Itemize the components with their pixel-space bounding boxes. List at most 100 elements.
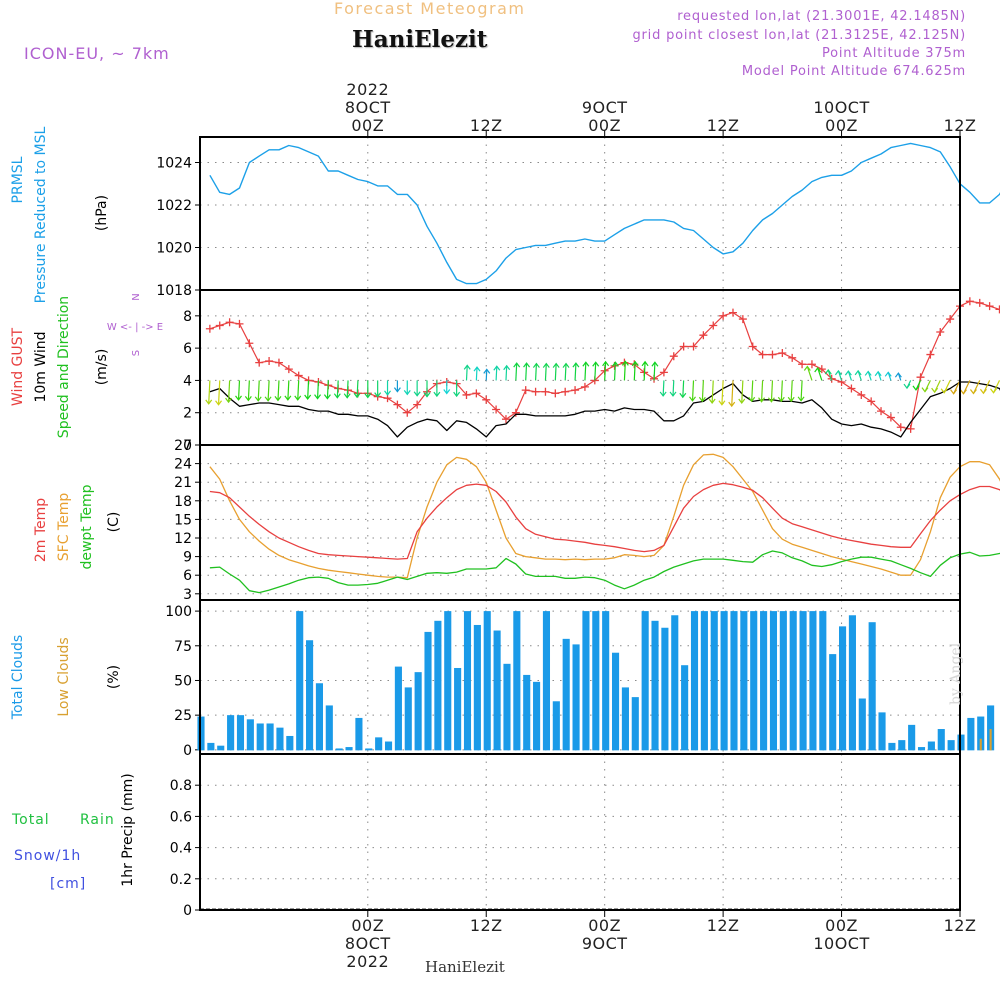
total-cloud-bar xyxy=(750,611,758,751)
wind-arrow xyxy=(515,363,518,381)
wind-arrowhead xyxy=(718,400,726,406)
gust-point xyxy=(501,415,510,424)
gust-point xyxy=(778,348,787,357)
wind-arrowhead xyxy=(611,361,619,367)
wind-arrow xyxy=(662,380,665,396)
total-cloud-bar xyxy=(631,697,639,751)
time-label-bottom: 12Z xyxy=(707,916,740,935)
total-cloud-bar xyxy=(878,712,886,751)
wind-arrow xyxy=(346,380,349,398)
gust-point xyxy=(235,319,244,328)
wind-arrow xyxy=(701,380,704,402)
wind-arrowhead xyxy=(523,362,531,368)
wind-arrow xyxy=(475,367,478,381)
gust-point xyxy=(571,386,580,395)
wind-arrowhead xyxy=(921,387,929,393)
wind-arrow xyxy=(790,380,793,402)
wind-arrowhead xyxy=(542,362,550,368)
total-cloud-bar xyxy=(799,611,807,751)
gust-point xyxy=(748,342,757,351)
wind-arrow xyxy=(643,361,646,381)
gust-point xyxy=(413,400,422,409)
wind-arrowhead xyxy=(738,398,746,405)
wind-arrow xyxy=(721,380,724,405)
wind-arrowhead xyxy=(777,396,785,403)
wind-arrowhead xyxy=(602,360,610,367)
wind-arrowhead xyxy=(708,398,716,405)
gust-point xyxy=(541,387,550,396)
y-tick-label: 25 xyxy=(174,708,192,724)
total-cloud-bar xyxy=(246,719,254,751)
total-cloud-bar xyxy=(937,729,945,751)
total-cloud-bar xyxy=(365,748,373,751)
gust-point xyxy=(738,315,747,324)
gust-point xyxy=(965,297,974,306)
total-cloud-bar xyxy=(987,705,995,751)
wind-arrowhead xyxy=(814,366,822,373)
gust-point xyxy=(511,408,520,417)
total-cloud-bar xyxy=(681,665,689,751)
time-label-bottom: 9OCT xyxy=(582,934,628,953)
wind-arrowhead xyxy=(453,391,461,398)
wind-arrow xyxy=(731,380,734,407)
wind-arrow xyxy=(217,380,221,405)
wind-arrowhead xyxy=(274,395,282,402)
total-cloud-bar xyxy=(562,638,570,751)
total-cloud-bar xyxy=(552,701,560,751)
gust-point xyxy=(403,408,412,417)
y-tick-label: 0.6 xyxy=(170,809,192,825)
wind-arrow xyxy=(356,380,359,398)
gust-point xyxy=(936,327,945,336)
wind-arrow xyxy=(297,380,300,400)
wind-arrow xyxy=(465,365,468,381)
total-cloud-bar xyxy=(611,652,620,751)
wind-arrowhead xyxy=(669,391,677,397)
total-cloud-bar xyxy=(769,611,778,751)
gust-point xyxy=(679,342,688,351)
wind-arrowhead xyxy=(323,394,331,400)
sfc-temp-line xyxy=(209,453,1000,579)
dewpt-label: dewpt Temp xyxy=(79,484,95,569)
gust-point xyxy=(462,390,471,399)
wind-panel: 0 2 4 6 8 xyxy=(0,0,1000,454)
gust-point xyxy=(492,405,501,414)
wind-arrowhead xyxy=(562,362,570,368)
total-cloud-bar xyxy=(947,740,955,751)
gust-point xyxy=(719,311,728,320)
wind-arrowhead xyxy=(433,391,441,398)
rain-label: Rain xyxy=(80,812,115,828)
grid-point-location: grid point closest lon,lat (21.3125E, 42… xyxy=(632,28,966,43)
gust-point xyxy=(946,315,955,324)
total-cloud-bar xyxy=(720,611,728,751)
total-cloud-bar xyxy=(690,611,699,751)
total-cloud-bar xyxy=(829,654,837,751)
wind-arrowhead xyxy=(235,395,243,401)
y-tick-label: 0 xyxy=(183,903,192,919)
y-tick-label: 1018 xyxy=(156,283,192,299)
wind-arrowhead xyxy=(950,389,958,395)
total-cloud-bar xyxy=(592,611,600,751)
wind-arrow xyxy=(800,380,803,401)
total-rain-label: Total xyxy=(11,812,50,828)
y-tick-label: 24 xyxy=(174,457,192,473)
wind-dir-label: Speed and Direction xyxy=(56,296,72,438)
total-cloud-bar xyxy=(394,666,402,751)
time-label-bottom: 2022 xyxy=(346,952,389,971)
model-point-altitude: Model Point Altitude 674.625m xyxy=(741,64,966,79)
wind-arrowhead xyxy=(314,394,322,400)
time-label-bottom: 00Z xyxy=(825,916,858,935)
wind-arrowhead xyxy=(503,364,511,371)
total-cloud-bar xyxy=(760,611,768,751)
wind-arrow xyxy=(574,363,577,381)
gust-point xyxy=(857,390,866,399)
wind-arrowhead xyxy=(854,369,862,376)
wind-arrow xyxy=(760,380,764,402)
wind-arrowhead xyxy=(621,360,629,366)
y-tick-label: 1020 xyxy=(156,241,192,257)
gust-point xyxy=(255,358,264,367)
wind-arrow xyxy=(534,363,538,381)
total-cloud-bar xyxy=(375,737,383,751)
total-cloud-bar xyxy=(700,611,708,751)
wind-arrowhead xyxy=(572,362,580,368)
y-tick-label: 0 xyxy=(183,438,192,454)
